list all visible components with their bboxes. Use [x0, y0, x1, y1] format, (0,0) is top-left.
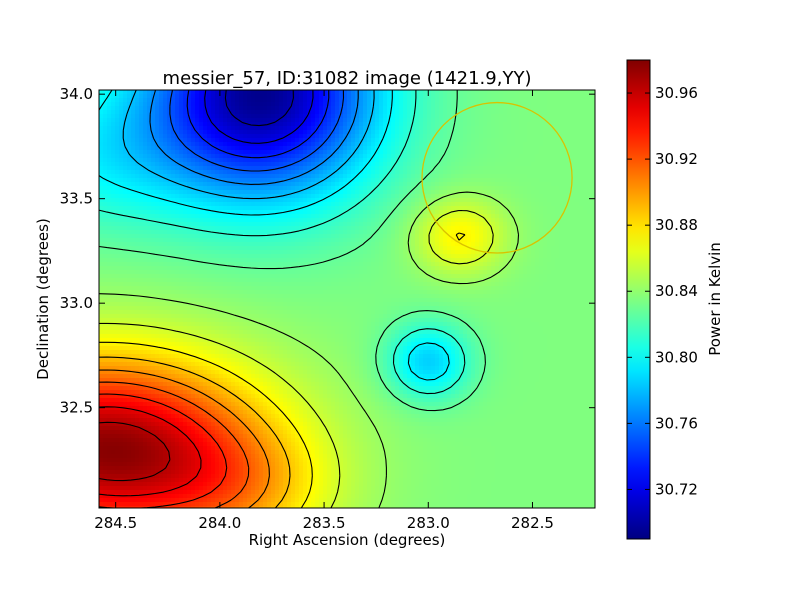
contour-line: [99, 209, 494, 508]
colorbar: 30.72 30.76 30.80 30.84 30.88 30.92 30.96 Powe…: [626, 59, 724, 540]
y-axis-ticks: 32.5 33.0 33.5 34.0: [60, 85, 595, 417]
plot-frame: [98, 89, 596, 509]
x-axis-ticks: 284.5 284.0 283.5 283.0 282.5: [94, 90, 554, 532]
colorbar-label: Power in Kelvin: [706, 242, 724, 356]
annotation-circle: [421, 101, 573, 254]
colorbar-ticks: 30.72 30.76 30.80 30.84 30.88 30.92 30.96: [627, 84, 698, 498]
y-tick-label: 32.5: [60, 399, 93, 417]
annotation-circle-mark: [421, 101, 573, 254]
colorbar-tick-label: 30.80: [655, 348, 698, 366]
contour-lines: [99, 90, 520, 508]
x-tick-label: 283.0: [407, 514, 450, 532]
plot-area: 284.5 284.0 283.5 283.0 282.5 32.5 33.0 33.5 34…: [60, 85, 596, 532]
contour-line: [204, 90, 314, 144]
chart-title: messier_57, ID:31082 image (1421.9,YY): [163, 68, 532, 89]
contour-line: [169, 90, 345, 172]
colorbar-gradient: [627, 60, 650, 539]
colorbar-tick-label: 30.92: [655, 150, 698, 168]
contour-line: [99, 421, 171, 482]
contour-line: [99, 191, 520, 508]
contour-line: [149, 90, 359, 185]
contour-line: [99, 381, 250, 508]
colorbar-frame: [626, 59, 651, 540]
contour-line: [224, 90, 294, 127]
heatmap-image: [99, 90, 595, 508]
contour-line: [99, 369, 270, 508]
colorbar-tick-label: 30.76: [655, 414, 698, 432]
contour-line: [122, 90, 375, 200]
y-tick-label: 33.5: [60, 190, 93, 208]
contour-line: [99, 90, 486, 412]
contour-line: [186, 90, 330, 159]
y-tick-label: 33.0: [60, 294, 93, 312]
colorbar-tick-label: 30.96: [655, 84, 698, 102]
x-tick-label: 282.5: [511, 514, 554, 532]
x-tick-label: 284.5: [94, 514, 137, 532]
contour-line: [99, 90, 450, 381]
y-tick-label: 34.0: [60, 85, 93, 103]
contour-line: [99, 393, 228, 508]
colorbar-tick-label: 30.72: [655, 480, 698, 498]
colorbar-tick-label: 30.88: [655, 216, 698, 234]
x-tick-label: 283.5: [303, 514, 346, 532]
colorbar-tick-label: 30.84: [655, 282, 698, 300]
y-axis-label: Declination (degrees): [34, 218, 52, 380]
contour-line: [99, 406, 202, 497]
contour-line: [99, 232, 466, 508]
contour-line: [99, 90, 466, 395]
contour-line: [99, 356, 291, 508]
x-tick-label: 284.0: [198, 514, 241, 532]
x-axis-label: Right Ascension (degrees): [249, 531, 446, 549]
